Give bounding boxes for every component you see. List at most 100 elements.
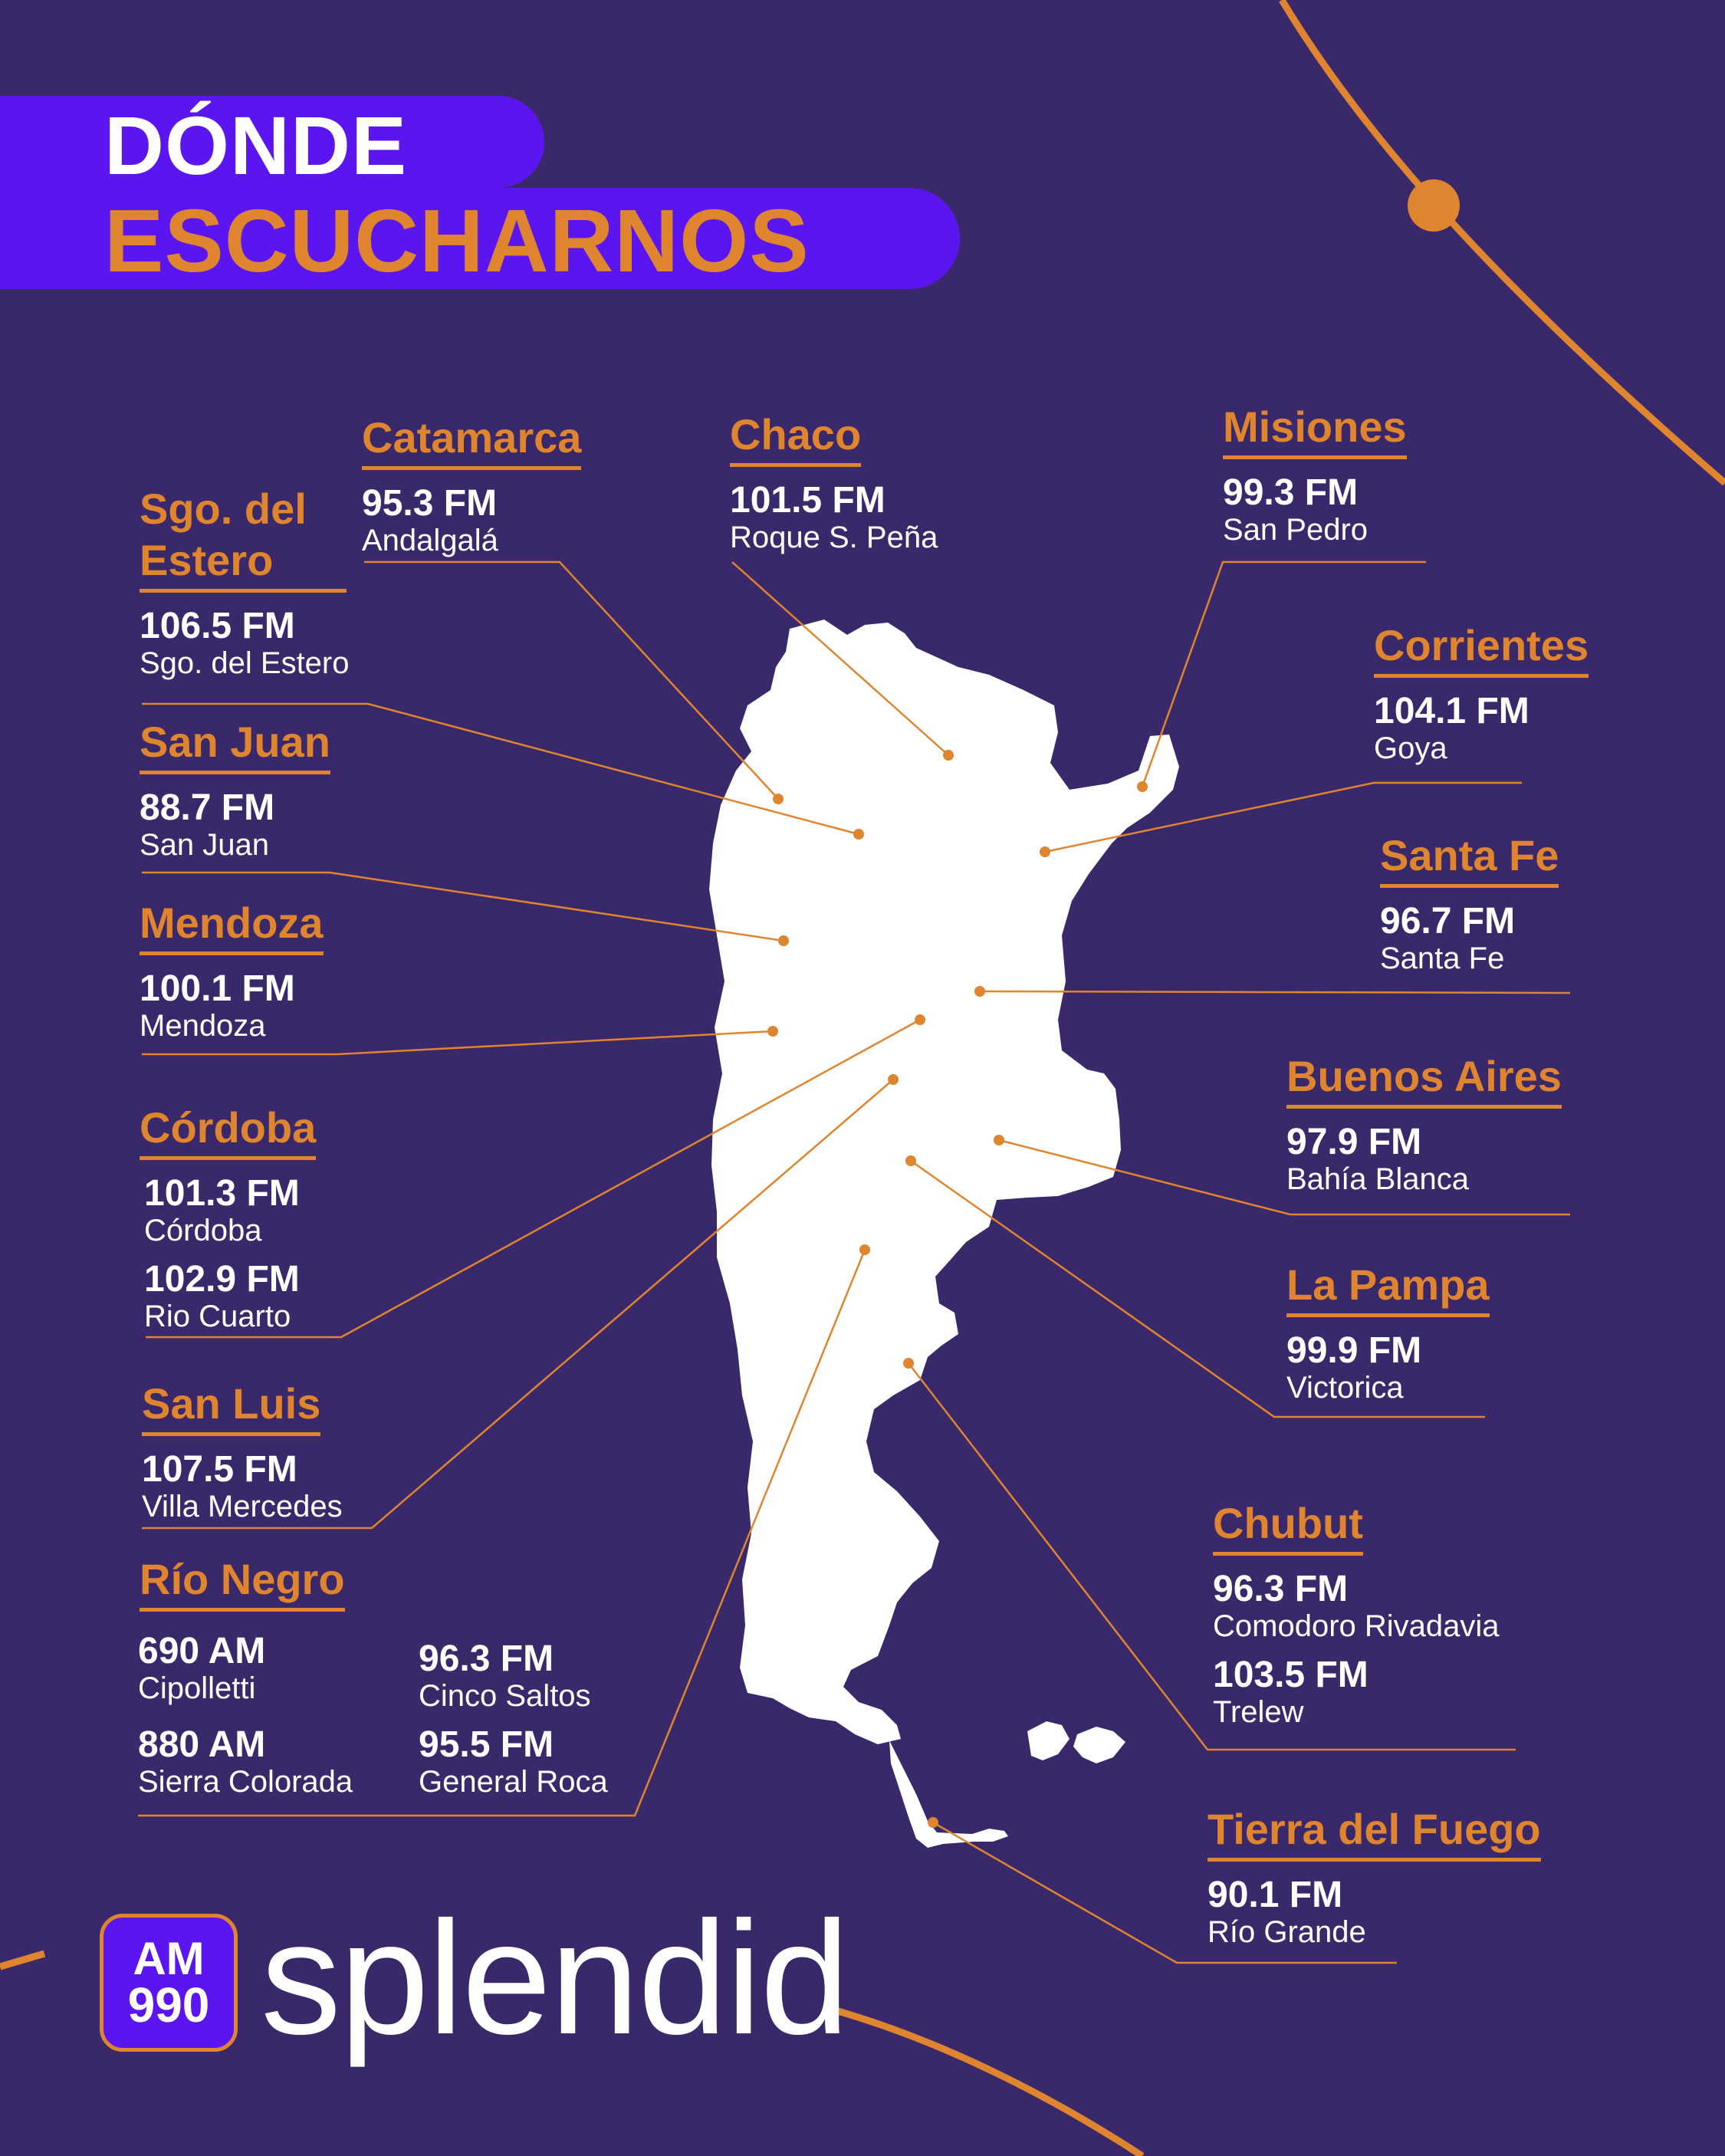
- title-line-1: DÓNDE: [104, 99, 408, 192]
- station: 99.3 FM San Pedro: [1223, 472, 1407, 547]
- dot-sanjuan: [778, 935, 789, 946]
- province-misiones: Misiones 99.3 FM San Pedro: [1223, 401, 1407, 545]
- station: 103.5 FM Trelew: [1213, 1655, 1500, 1728]
- leader-sanjuan: [142, 871, 784, 942]
- leader-corrientes: [1044, 781, 1522, 853]
- station-frequency: 99.3 FM: [1223, 472, 1359, 513]
- station: 95.5 FM General Roca: [419, 1727, 695, 1799]
- station-city: Roque S. Peña: [730, 521, 938, 554]
- badge-990-text: 990: [127, 1977, 210, 2033]
- dot-buenosaires: [994, 1135, 1004, 1145]
- leader-tdf: [932, 1821, 1397, 1964]
- dot-tdf: [928, 1817, 938, 1828]
- splendid-wordmark: splendid: [261, 1888, 849, 2068]
- station-frequency: 106.5 FM: [140, 606, 295, 646]
- station: 96.3 FM Comodoro Rivadavia: [1213, 1571, 1500, 1642]
- province-name: Mendoza: [140, 897, 324, 955]
- station-frequency: 101.3 FM: [144, 1173, 300, 1214]
- province-catamarca: Catamarca 95.3 FM Andalgalá: [362, 412, 582, 556]
- title-banner-top: [0, 96, 544, 188]
- station-city: Cipolletti: [138, 1671, 256, 1705]
- station-city: San Pedro: [1223, 513, 1368, 547]
- station: 88.7 FM San Juan: [140, 787, 330, 861]
- dot-rionegro: [859, 1244, 870, 1255]
- province-san-luis: San Luis 107.5 FM Villa Mercedes: [142, 1378, 343, 1522]
- station: 102.9 FM Rio Cuarto: [144, 1261, 316, 1333]
- station-frequency: 96.3 FM: [419, 1638, 554, 1679]
- station-city: Sierra Colorada: [138, 1765, 353, 1799]
- station-frequency: 100.1 FM: [140, 968, 295, 1009]
- am990-badge-logo: AM 990: [100, 1914, 238, 2052]
- station: 107.5 FM Villa Mercedes: [142, 1449, 343, 1523]
- orbit-line-bottom: [823, 2003, 1145, 2156]
- dot-chubut: [903, 1358, 914, 1369]
- station: 101.3 FM Córdoba: [144, 1173, 316, 1247]
- province-name: Sgo. del Estero: [140, 483, 347, 593]
- province-name: Buenos Aires: [1286, 1050, 1562, 1109]
- station-city: Villa Mercedes: [142, 1490, 343, 1523]
- province-name: Córdoba: [140, 1102, 317, 1160]
- station: 690 AM Cipolletti: [138, 1633, 414, 1704]
- dot-corrientes: [1040, 846, 1050, 857]
- dot-cordoba: [915, 1014, 925, 1025]
- station: 97.9 FM Bahía Blanca: [1286, 1124, 1562, 1195]
- station-city: Sgo. del Estero: [140, 646, 350, 680]
- province-mendoza: Mendoza 100.1 FM Mendoza: [140, 897, 324, 1041]
- province-sgo-del-estero: Sgo. del Estero 106.5 FM Sgo. del Estero: [140, 483, 350, 680]
- province-name: Chaco: [730, 409, 862, 467]
- station: 90.1 FM Río Grande: [1208, 1875, 1541, 1948]
- dot-misiones: [1137, 781, 1148, 792]
- station: 104.1 FM Goya: [1374, 693, 1589, 764]
- province-name: La Pampa: [1286, 1259, 1490, 1317]
- dot-chaco: [943, 750, 954, 761]
- station-frequency: 95.3 FM: [362, 483, 498, 524]
- station-city: Bahía Blanca: [1286, 1162, 1469, 1196]
- station-city: Mendoza: [140, 1009, 266, 1043]
- province-name: San Luis: [142, 1378, 321, 1436]
- province-santa-fe: Santa Fe 96.7 FM Santa Fe: [1380, 830, 1559, 974]
- station-frequency: 88.7 FM: [140, 787, 275, 828]
- station-city: Córdoba: [144, 1214, 262, 1247]
- province-name: San Juan: [140, 716, 330, 774]
- province-chaco: Chaco 101.5 FM Roque S. Peña: [730, 409, 938, 553]
- station-frequency: 96.3 FM: [1213, 1569, 1349, 1609]
- leader-sanluis: [142, 1079, 894, 1530]
- station-frequency: 90.1 FM: [1208, 1875, 1343, 1915]
- station-frequency: 104.1 FM: [1374, 691, 1530, 731]
- station: 99.9 FM Victorica: [1286, 1330, 1490, 1404]
- province-name: Misiones: [1223, 401, 1407, 459]
- province-corrientes: Corrientes 104.1 FM Goya: [1374, 620, 1589, 764]
- leader-rionegro: [138, 1249, 866, 1817]
- station: 101.5 FM Roque S. Peña: [730, 482, 938, 554]
- badge-am-text: AM: [133, 1933, 205, 1984]
- province-name: Catamarca: [362, 412, 582, 470]
- station-frequency: 880 AM: [138, 1724, 266, 1765]
- title-line-2: ESCUCHARNOS: [104, 191, 810, 291]
- station-city: Rio Cuarto: [144, 1300, 291, 1333]
- location-dots: [767, 750, 1148, 1828]
- argentina-map: [709, 620, 1179, 1744]
- province-san-juan: San Juan 88.7 FM San Juan: [140, 716, 330, 860]
- station-frequency: 107.5 FM: [142, 1449, 297, 1490]
- province-name: Tierra del Fuego: [1208, 1803, 1541, 1862]
- station-city: General Roca: [419, 1765, 608, 1799]
- station-frequency: 99.9 FM: [1286, 1330, 1422, 1371]
- province-cordoba: Córdoba 101.3 FM Córdoba 102.9 FM Rio Cu…: [140, 1102, 317, 1333]
- station-city: Santa Fe: [1380, 942, 1505, 975]
- leader-santafe: [979, 990, 1571, 994]
- leader-misiones: [1141, 560, 1426, 787]
- station: 96.7 FM Santa Fe: [1380, 903, 1559, 974]
- malvinas-islands: [1027, 1721, 1125, 1763]
- leader-buenosaires: [998, 1139, 1570, 1216]
- dot-sgo: [853, 829, 864, 840]
- station-city: Cinco Saltos: [419, 1679, 591, 1713]
- tierra-del-fuego-island: [889, 1740, 1008, 1848]
- station: 100.1 FM Mendoza: [140, 968, 324, 1043]
- orbit-line-left: [0, 1950, 46, 1970]
- station-frequency: 103.5 FM: [1213, 1655, 1368, 1695]
- province-chubut: Chubut 96.3 FM Comodoro Rivadavia 103.5 …: [1213, 1497, 1500, 1727]
- station: 106.5 FM Sgo. del Estero: [140, 606, 350, 680]
- dot-catamarca: [773, 794, 784, 804]
